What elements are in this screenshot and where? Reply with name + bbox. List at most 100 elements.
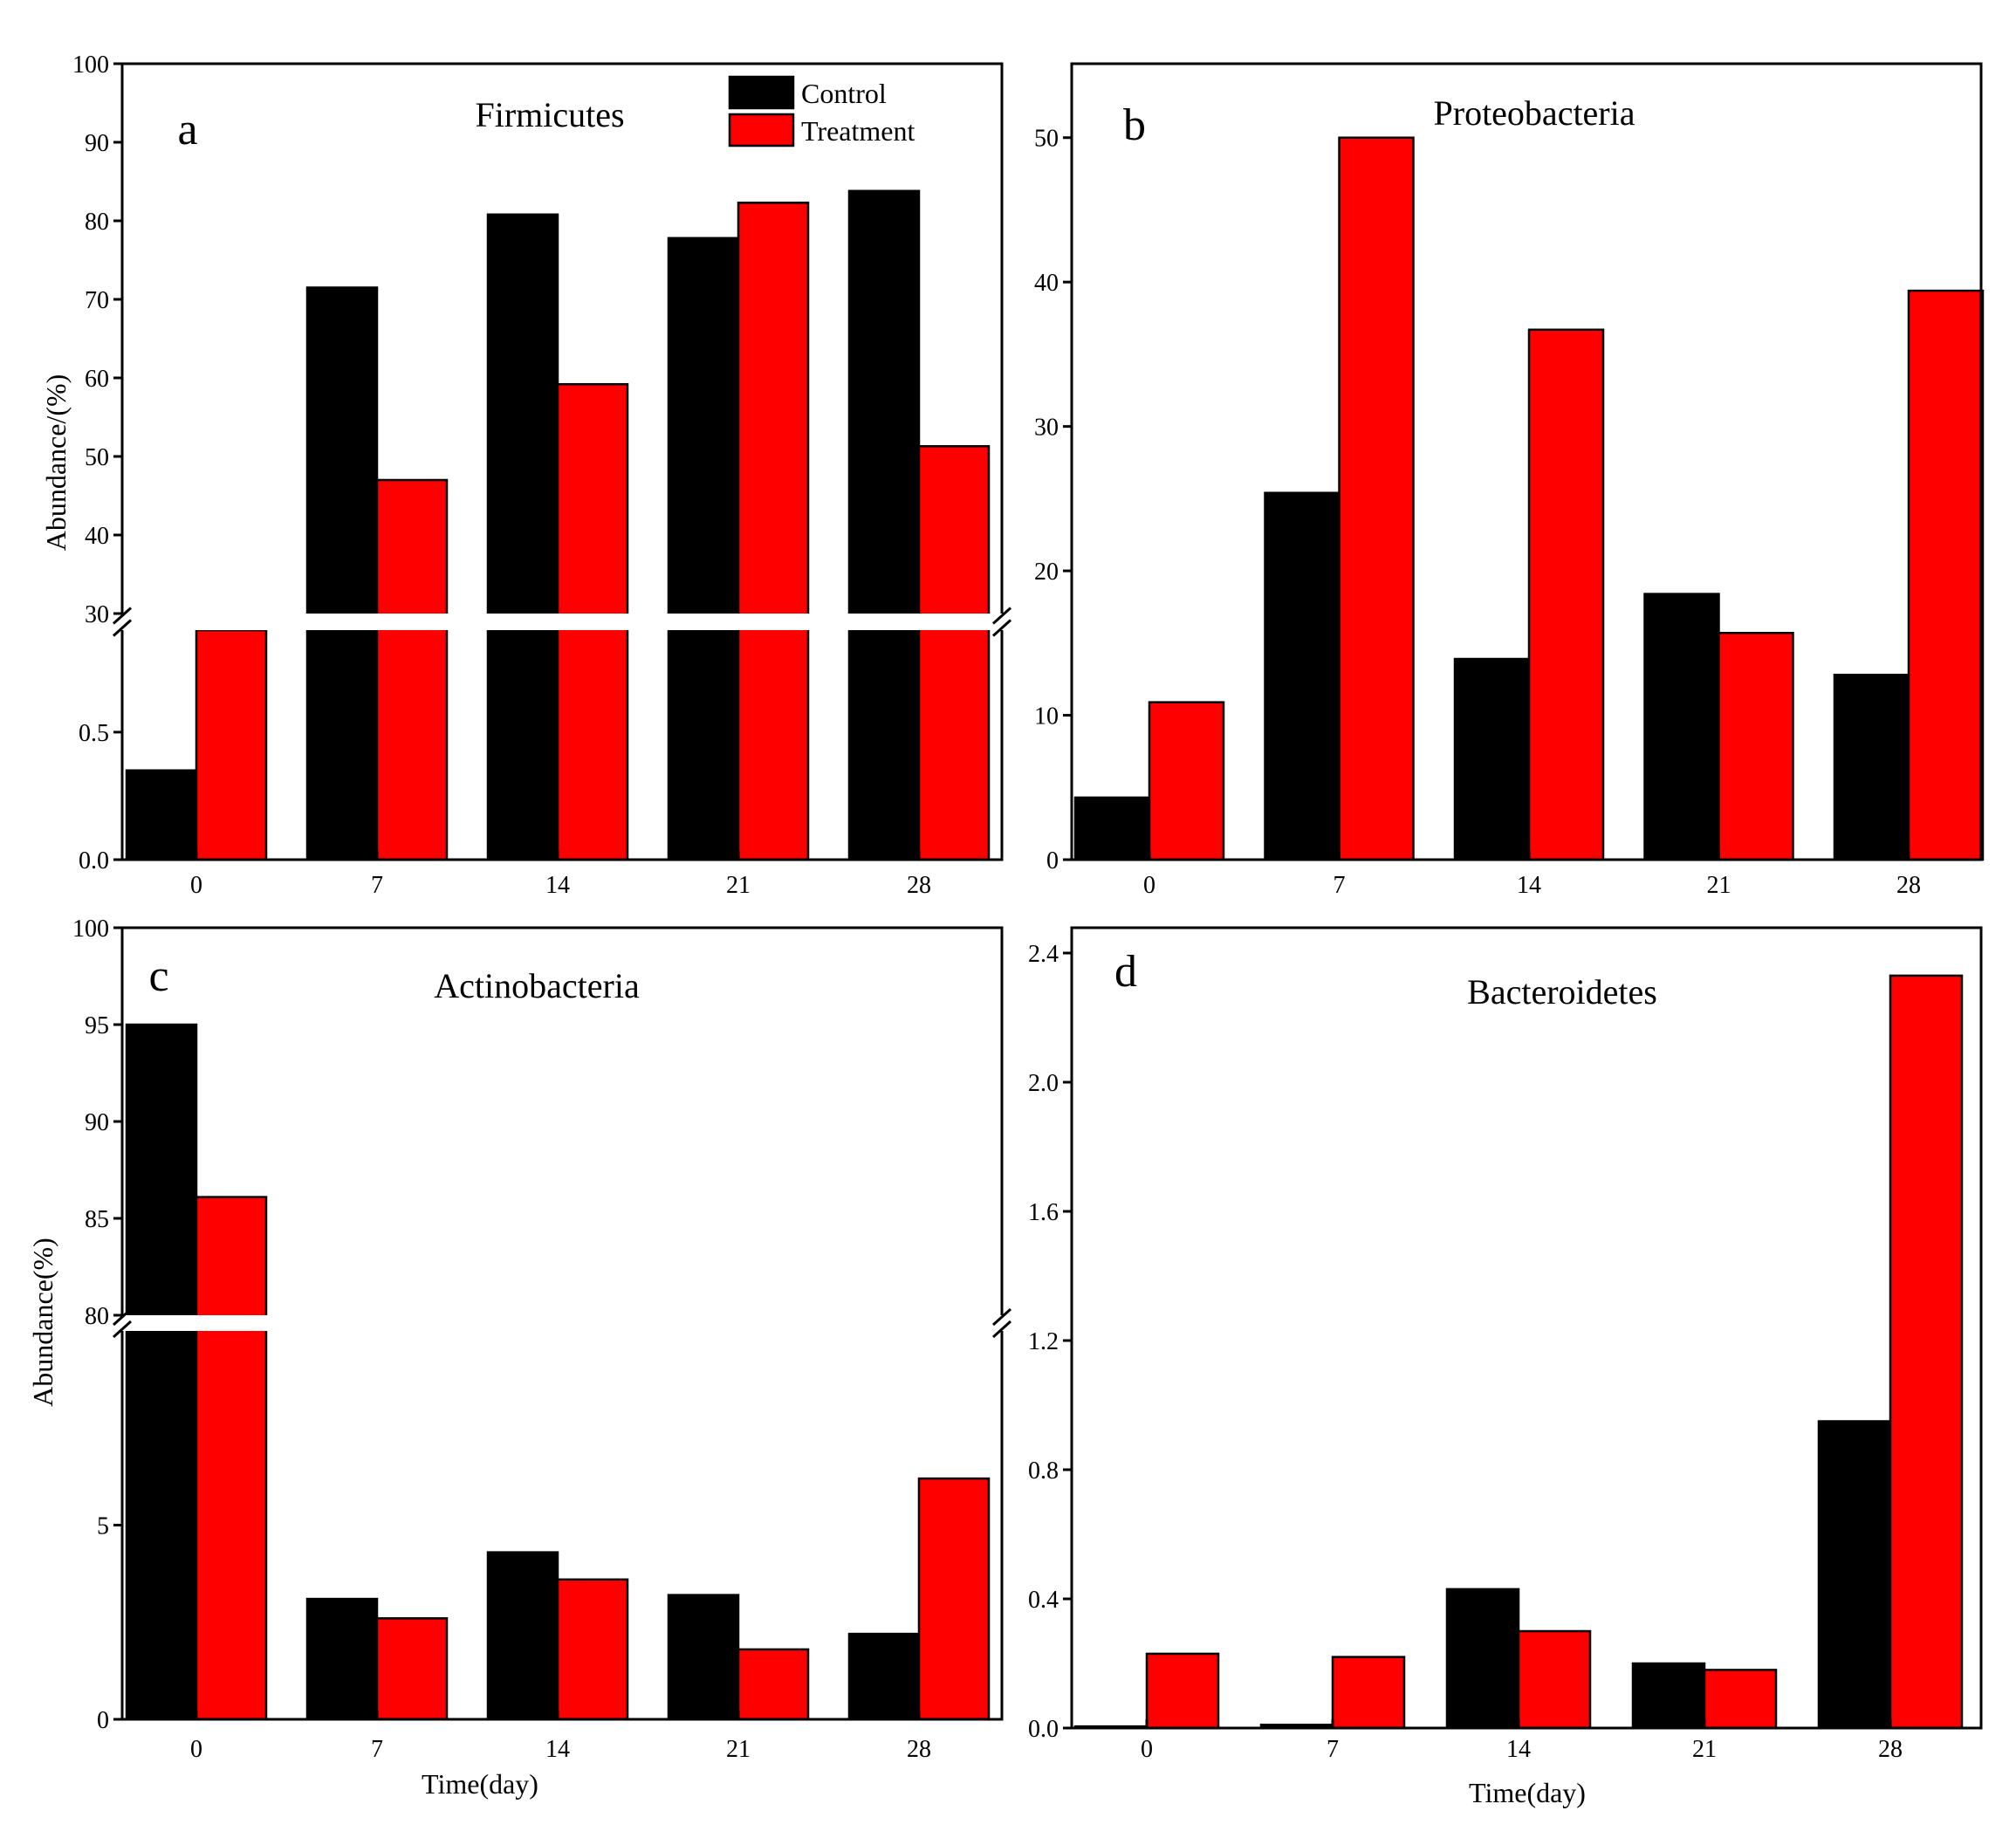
y-tick-label: 0.0 [1028, 1716, 1059, 1743]
bar-control-7 [1264, 491, 1341, 861]
bar-control-14 [1453, 657, 1531, 861]
panel-title: Actinobacteria [434, 966, 640, 1005]
plot-frame [1070, 62, 1983, 861]
y-tick-label: 0.5 [79, 720, 109, 747]
bar-control-0 [125, 769, 198, 861]
y-tick-label: 0 [97, 1707, 109, 1734]
x-tick-label-28: 28 [1896, 872, 1921, 899]
x-axis-label: Time(day) [422, 1768, 538, 1800]
bar-treatment-28 [917, 1477, 991, 1721]
x-tick-label-21: 21 [726, 1736, 751, 1763]
x-tick-label-14: 14 [545, 1736, 570, 1763]
bar-control-14 [486, 213, 559, 861]
panel-c: 0 7 14 21 28 0 5 80 85 90 95 100 c Actinobacteria Abun… [27, 916, 1012, 1800]
bar-control-28 [1817, 1420, 1892, 1730]
bar-control-21 [667, 237, 740, 861]
y-axis-label: Abundance/(%) [40, 374, 72, 552]
y-tick-label: 1.6 [1028, 1199, 1059, 1226]
x-tick-label-14: 14 [545, 872, 570, 899]
y-tick-label: 30 [85, 601, 109, 628]
y-axis-label: Abundance(%) [27, 1238, 58, 1407]
x-tick-label-7: 7 [1334, 872, 1346, 899]
y-tick-label: 80 [85, 1303, 109, 1330]
y-tick-label: 30 [1034, 415, 1059, 442]
bar-control-14 [1445, 1588, 1520, 1730]
y-tick-label: 0.0 [79, 847, 109, 874]
x-tick-label-21: 21 [1707, 872, 1731, 899]
bar-treatment-14 [556, 1578, 629, 1721]
y-tick-label: 10 [1034, 703, 1059, 730]
x-tick-label-0: 0 [190, 1736, 202, 1763]
bar-treatment-28 [917, 445, 991, 861]
bar-treatment-21 [1703, 1669, 1778, 1730]
x-tick-label-0: 0 [1141, 1736, 1153, 1763]
x-tick-label-0: 0 [1143, 872, 1155, 899]
bar-treatment-21 [737, 202, 810, 861]
legend-label-treatment: Treatment [801, 115, 915, 147]
bar-control-14 [486, 1551, 559, 1721]
panel-title: Bacteroidetes [1467, 972, 1657, 1012]
x-tick-label-7: 7 [1327, 1736, 1339, 1763]
legend-swatch-treatment [728, 113, 795, 147]
bar-treatment-7 [1338, 136, 1415, 861]
panel-letter: c [148, 951, 168, 1001]
bar-control-28 [847, 189, 921, 861]
bar-treatment-7 [375, 478, 449, 861]
bar-treatment-0 [1148, 701, 1225, 861]
y-tick-label: 2.4 [1028, 941, 1059, 968]
axis-break-mark-upper [991, 1307, 1012, 1327]
y-tick-label: 50 [1034, 126, 1059, 153]
axis-break-mark-upper [991, 607, 1012, 625]
x-tick-label-28: 28 [907, 872, 931, 899]
y-tick-label: 60 [85, 366, 109, 393]
y-tick-label: 95 [85, 1012, 109, 1039]
axis-break-mark-lower [112, 1320, 133, 1339]
y-tick-label: 20 [1034, 559, 1059, 586]
bar-treatment-0 [195, 1196, 268, 1721]
y-tick-label: 80 [85, 209, 109, 236]
bar-control-21 [1631, 1662, 1706, 1730]
y-tick-label: 100 [72, 916, 109, 943]
y-tick-label: 90 [85, 130, 109, 157]
axis-break-mark-upper [112, 1307, 133, 1327]
bar-control-21 [667, 1594, 740, 1721]
axis-break-gap [115, 1315, 1009, 1331]
bar-treatment-0 [1145, 1652, 1220, 1730]
x-tick-label-14: 14 [1506, 1736, 1531, 1763]
bar-control-21 [1643, 593, 1720, 861]
x-tick-label-7: 7 [371, 872, 383, 899]
bar-treatment-21 [1718, 631, 1794, 861]
bar-control-7 [305, 1597, 379, 1721]
x-tick-label-28: 28 [907, 1736, 931, 1763]
panel-b: 0 7 14 21 28 0 10 20 30 40 50 b Proteobacteria [1034, 62, 1985, 899]
bar-control-0 [125, 1023, 198, 1721]
panel-letter: d [1114, 947, 1137, 997]
y-tick-label: 85 [85, 1206, 109, 1233]
y-tick-label: 0.8 [1028, 1457, 1059, 1485]
y-tick-label: 50 [85, 444, 109, 471]
panel-letter: a [177, 105, 197, 154]
bar-treatment-0 [195, 628, 268, 861]
axis-break-gap [115, 614, 1009, 630]
y-tick-label: 5 [97, 1513, 109, 1540]
y-tick-label: 0 [1046, 847, 1059, 874]
panel-d: 0 7 14 21 28 0.0 0.4 0.8 1.2 1.6 2.0 2.4 d Bacteroide… [1028, 926, 1983, 1808]
axis-break-mark-upper [112, 607, 133, 625]
legend: Control Treatment [728, 75, 915, 147]
panel-letter: b [1123, 100, 1146, 150]
x-tick-label-7: 7 [371, 1736, 383, 1763]
y-tick-label: 40 [85, 523, 109, 550]
plot-frame-lower [120, 630, 1004, 861]
bar-treatment-21 [737, 1648, 810, 1721]
bar-treatment-14 [1527, 328, 1605, 861]
y-tick-label: 0.4 [1028, 1587, 1059, 1614]
bar-treatment-28 [1889, 974, 1964, 1730]
y-tick-label: 70 [85, 287, 109, 314]
bar-treatment-28 [1907, 289, 1985, 861]
axis-break-mark-lower [112, 619, 133, 637]
x-axis-label: Time(day) [1469, 1777, 1586, 1808]
panel-a: 0 7 14 21 28 0.0 0.5 30 40 50 60 70 80 90 100 a Firmicut… [40, 51, 1012, 899]
x-tick-label-28: 28 [1878, 1736, 1903, 1763]
bar-control-28 [847, 1632, 921, 1721]
y-tick-label: 100 [72, 51, 109, 79]
